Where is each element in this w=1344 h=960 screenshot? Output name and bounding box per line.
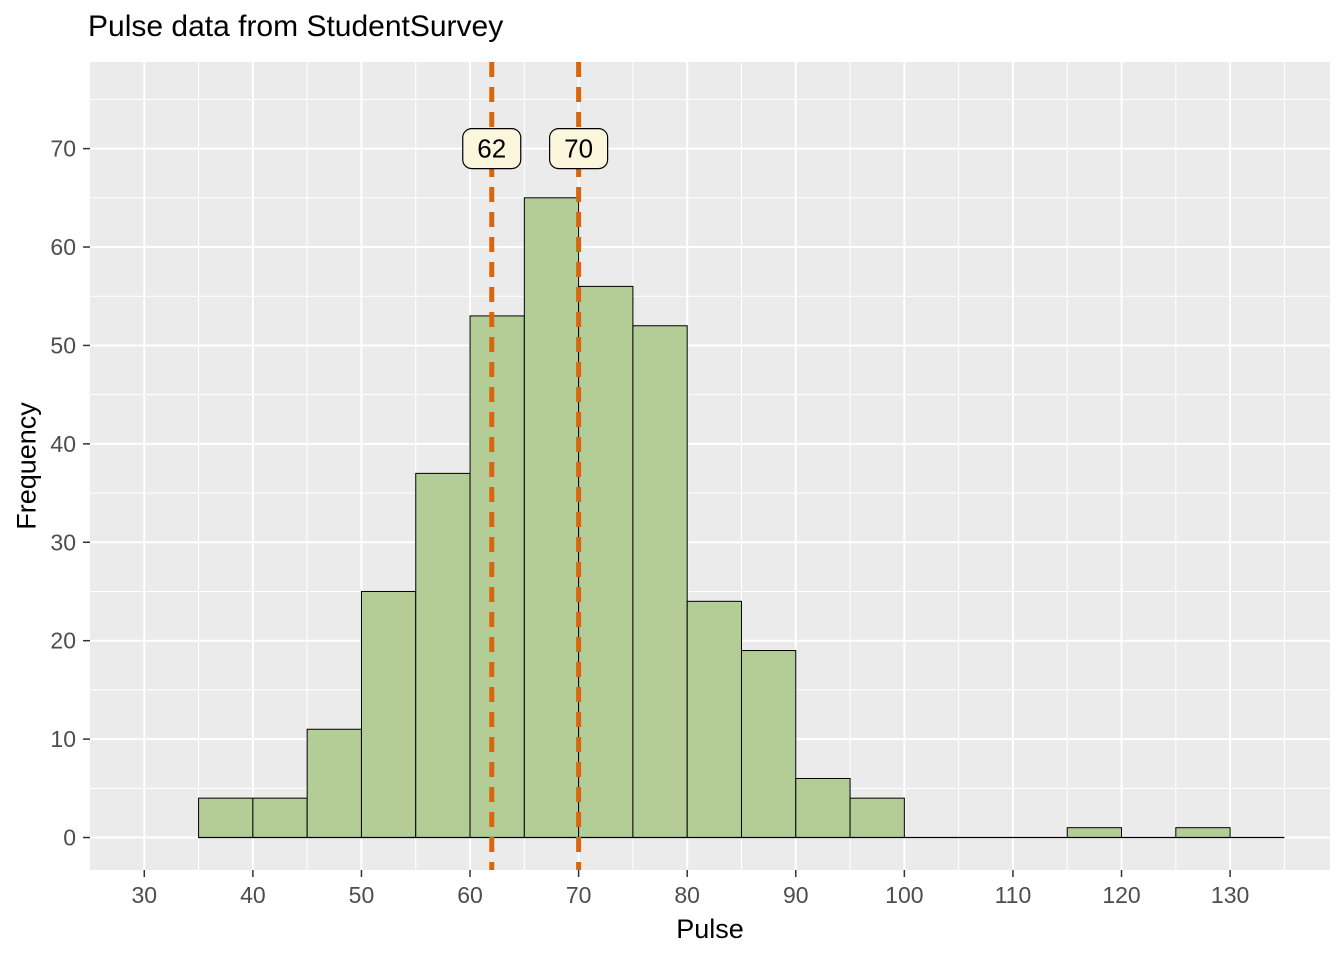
y-tick-label: 20 bbox=[50, 628, 76, 654]
vline-label: 70 bbox=[564, 134, 593, 164]
x-axis-title: Pulse bbox=[676, 914, 744, 944]
x-tick-label: 130 bbox=[1211, 882, 1249, 908]
chart-title: Pulse data from StudentSurvey bbox=[88, 10, 504, 43]
x-tick-label: 100 bbox=[885, 882, 923, 908]
x-tick-label: 110 bbox=[995, 882, 1032, 908]
x-tick-label: 80 bbox=[674, 882, 700, 908]
x-tick-label: 70 bbox=[566, 882, 592, 908]
vline-label: 62 bbox=[477, 134, 506, 164]
x-tick-label: 40 bbox=[240, 882, 266, 908]
histogram-bar bbox=[740, 650, 797, 839]
histogram-bar bbox=[523, 197, 580, 839]
vline-label-box bbox=[462, 128, 522, 170]
histogram-bar bbox=[632, 325, 688, 839]
y-tick-label: 30 bbox=[50, 529, 76, 555]
x-tick-label: 50 bbox=[349, 882, 375, 908]
y-tick-label: 70 bbox=[50, 136, 76, 162]
histogram-bar bbox=[795, 777, 851, 839]
vline-label-box bbox=[549, 128, 609, 170]
histogram-bar bbox=[578, 285, 634, 839]
y-tick-label: 60 bbox=[50, 234, 76, 260]
x-tick-label: 120 bbox=[1102, 882, 1140, 908]
histogram-bar bbox=[686, 600, 742, 839]
y-tick-label: 50 bbox=[50, 332, 76, 358]
y-tick-label: 10 bbox=[50, 726, 76, 752]
y-axis-title: Frequency bbox=[11, 402, 42, 530]
y-tick-label: 0 bbox=[63, 825, 76, 851]
histogram-bar bbox=[198, 797, 254, 839]
histogram-bar bbox=[415, 472, 471, 839]
histogram-bar bbox=[849, 797, 905, 839]
histogram-bar bbox=[469, 315, 525, 839]
histogram-bar bbox=[252, 797, 308, 839]
histogram-bar bbox=[360, 590, 417, 839]
y-tick-label: 40 bbox=[50, 431, 76, 457]
histogram-bar bbox=[1175, 827, 1231, 839]
histogram-bar bbox=[306, 728, 362, 839]
x-tick-label: 90 bbox=[783, 882, 809, 908]
x-tick-label: 30 bbox=[131, 882, 157, 908]
x-tick-label: 60 bbox=[457, 882, 483, 908]
histogram-bar bbox=[1066, 827, 1123, 839]
